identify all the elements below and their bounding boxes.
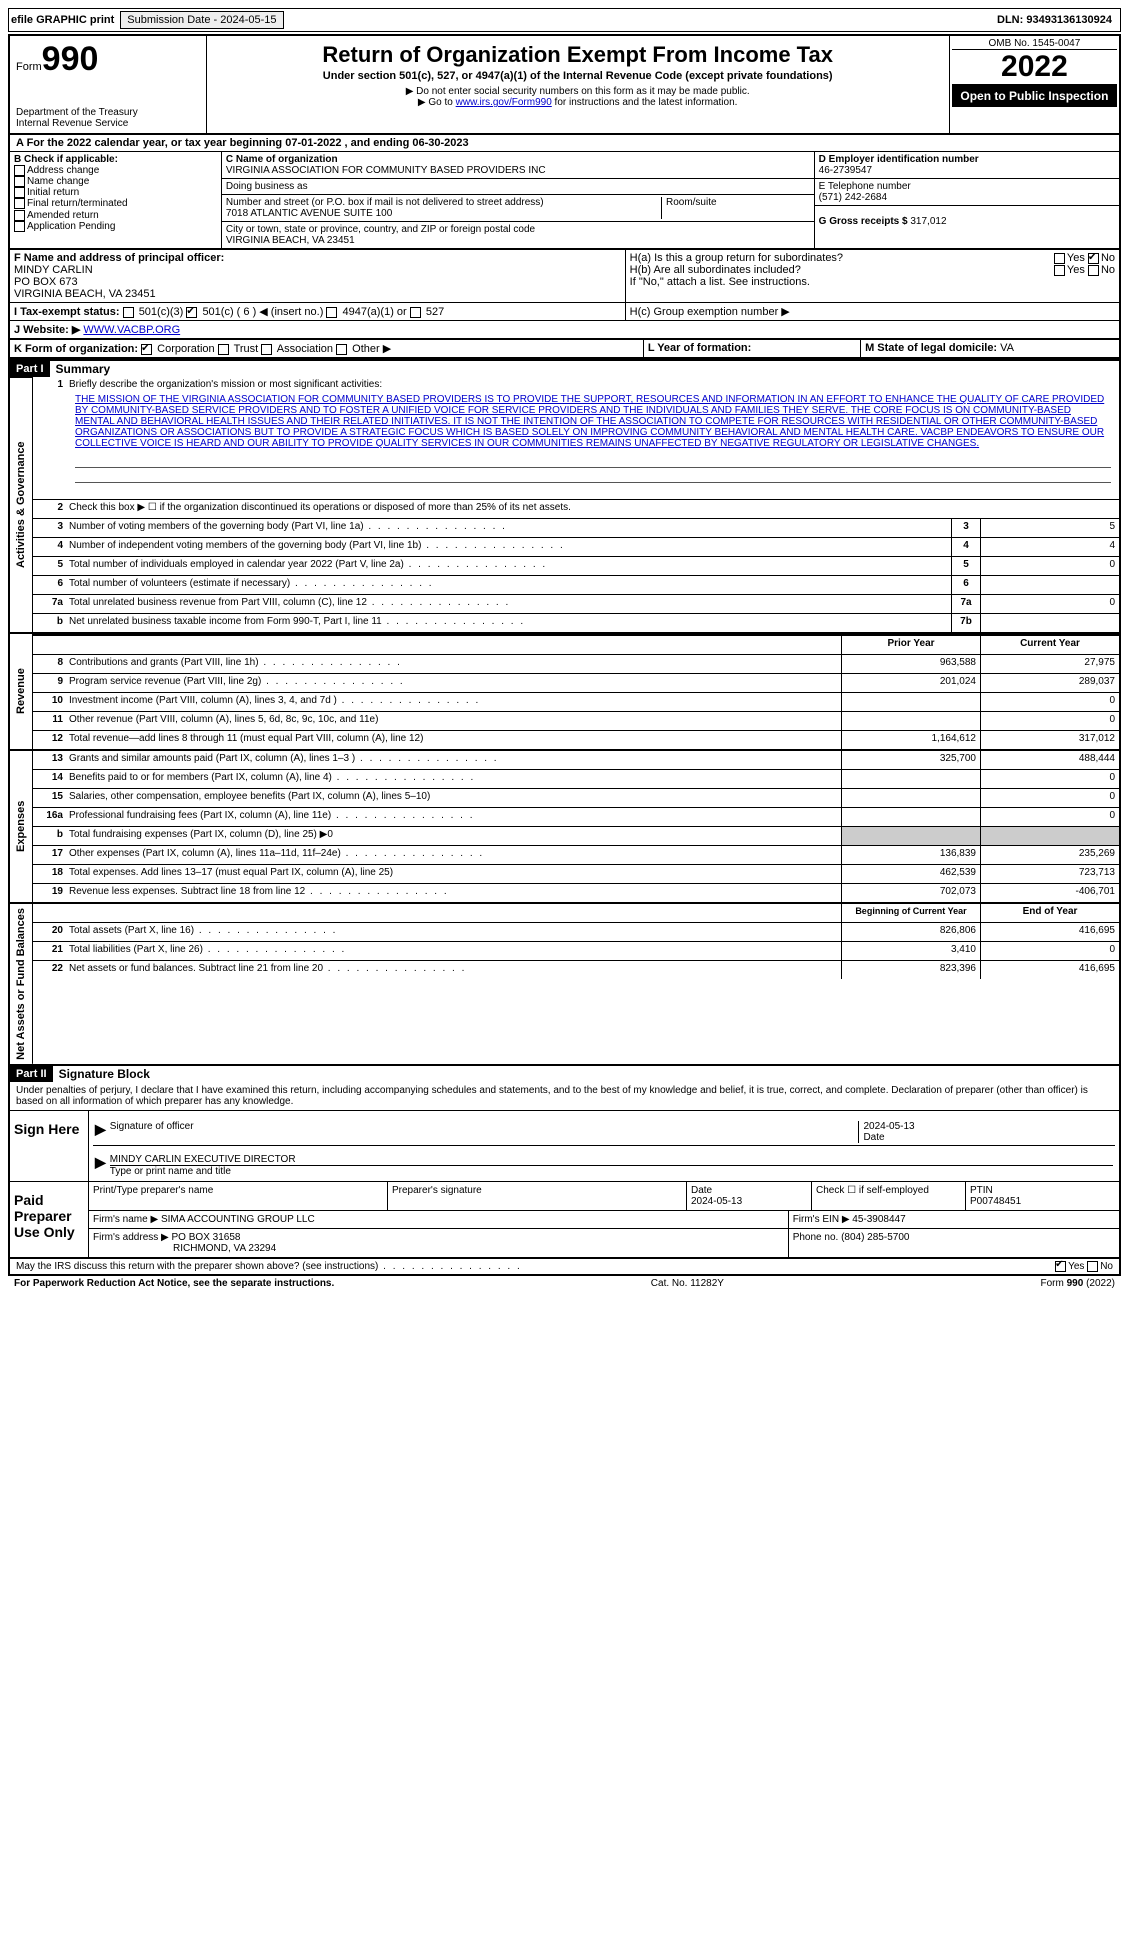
side-activities: Activities & Governance [10,377,33,632]
hb-no-checkbox[interactable] [1088,265,1099,276]
val-4: 4 [980,538,1119,556]
val-3: 5 [980,519,1119,537]
initial-return-checkbox[interactable] [14,187,25,198]
org-name: VIRGINIA ASSOCIATION FOR COMMUNITY BASED… [226,165,810,176]
form-number: 990 [42,40,99,78]
gross-receipts: 317,012 [910,216,946,227]
arrow-icon: ▶ [95,1154,106,1177]
form-subtitle: Under section 501(c), 527, or 4947(a)(1)… [211,70,945,82]
submission-date-button[interactable]: Submission Date - 2024-05-15 [120,11,283,29]
section-deg: D Employer identification number 46-2739… [815,152,1119,248]
sig-date: 2024-05-13 [863,1121,914,1132]
section-b: B Check if applicable: Address change Na… [10,152,222,248]
firm-ein: 45-3908447 [852,1214,905,1225]
amended-checkbox[interactable] [14,210,25,221]
begin-year-header: Beginning of Current Year [841,904,980,922]
4947-checkbox[interactable] [326,307,337,318]
h-c-label: H(c) Group exemption number ▶ [626,303,1119,320]
dept-treasury: Department of the Treasury [16,107,200,118]
section-a: A For the 2022 calendar year, or tax yea… [8,135,1121,152]
part-i-header: Part I Summary [8,359,1121,377]
form-header: Form990 Department of the Treasury Inter… [8,34,1121,135]
website-link[interactable]: WWW.VACBP.ORG [83,324,180,336]
501c3-checkbox[interactable] [123,307,134,318]
current-year-header: Current Year [980,636,1119,654]
part-ii-header: Part II Signature Block [8,1066,1121,1082]
room-suite-label: Room/suite [662,197,810,219]
val-7a: 0 [980,595,1119,613]
mission-text[interactable]: THE MISSION OF THE VIRGINIA ASSOCIATION … [75,394,1104,449]
top-bar: efile GRAPHIC print Submission Date - 20… [8,8,1121,32]
hb-yes-checkbox[interactable] [1054,265,1065,276]
527-checkbox[interactable] [410,307,421,318]
trust-checkbox[interactable] [218,344,229,355]
expenses-table: Expenses 13Grants and similar amounts pa… [8,751,1121,904]
final-return-checkbox[interactable] [14,198,25,209]
end-year-header: End of Year [980,904,1119,922]
prior-year-header: Prior Year [841,636,980,654]
form-ref: Form 990 (2022) [1041,1278,1115,1289]
goto-note: ▶ Go to www.irs.gov/Form990 for instruct… [211,97,945,108]
h-a-label: H(a) Is this a group return for subordin… [630,252,843,264]
dln: DLN: 93493136130924 [997,14,1112,26]
catalog-number: Cat. No. 11282Y [651,1278,724,1289]
net-assets-table: Net Assets or Fund Balances Beginning of… [8,904,1121,1066]
street-address: 7018 ATLANTIC AVENUE SUITE 100 [226,208,657,219]
tax-year: 2022 [952,49,1117,85]
val-6 [980,576,1119,594]
sign-here-label: Sign Here [10,1111,89,1181]
val-7b [980,614,1119,632]
501c-checkbox[interactable] [186,307,197,318]
open-inspection: Open to Public Inspection [952,85,1117,107]
discuss-yes-checkbox[interactable] [1055,1261,1066,1272]
ha-no-checkbox[interactable] [1088,253,1099,264]
side-expenses: Expenses [10,751,33,902]
telephone: (571) 242-2684 [819,192,1115,203]
section-c: C Name of organization VIRGINIA ASSOCIAT… [222,152,815,248]
side-net-assets: Net Assets or Fund Balances [10,904,33,1064]
revenue-table: Revenue Prior YearCurrent Year 8Contribu… [8,634,1121,751]
efile-label: efile GRAPHIC print [11,14,114,26]
state-domicile: VA [1000,342,1014,354]
h-b-label: H(b) Are all subordinates included? [630,264,801,276]
summary-table: Activities & Governance 1 Briefly descri… [8,377,1121,634]
other-checkbox[interactable] [336,344,347,355]
discuss-no-checkbox[interactable] [1087,1261,1098,1272]
section-klm: K Form of organization: Corporation Trus… [8,340,1121,359]
section-j: J Website: ▶ WWW.VACBP.ORG [8,321,1121,340]
year-formation: L Year of formation: [644,340,861,357]
firm-phone: (804) 285-5700 [841,1232,909,1243]
omb-number: OMB No. 1545-0047 [952,38,1117,49]
name-change-checkbox[interactable] [14,176,25,187]
val-5: 0 [980,557,1119,575]
paid-preparer-label: Paid Preparer Use Only [10,1182,89,1257]
address-change-checkbox[interactable] [14,165,25,176]
officer-name: MINDY CARLIN [14,264,621,276]
dba-label: Doing business as [226,181,810,192]
app-pending-checkbox[interactable] [14,221,25,232]
city-state-zip: VIRGINIA BEACH, VA 23451 [226,235,810,246]
section-i: I Tax-exempt status: 501(c)(3) 501(c) ( … [8,303,1121,321]
discuss-row: May the IRS discuss this return with the… [8,1259,1121,1276]
form-prefix: Form [16,61,42,73]
header-details-grid: B Check if applicable: Address change Na… [8,152,1121,250]
perjury-declaration: Under penalties of perjury, I declare th… [10,1082,1119,1111]
section-fh: F Name and address of principal officer:… [8,250,1121,303]
corp-checkbox[interactable] [141,344,152,355]
officer-name-title: MINDY CARLIN EXECUTIVE DIRECTOR [110,1154,1113,1166]
irs-label: Internal Revenue Service [16,118,200,129]
irs-link[interactable]: www.irs.gov/Form990 [456,97,552,108]
ssn-note: ▶ Do not enter social security numbers o… [211,86,945,97]
side-revenue: Revenue [10,634,33,749]
form-title: Return of Organization Exempt From Incom… [211,42,945,68]
ptin: P00748451 [970,1196,1021,1207]
assoc-checkbox[interactable] [261,344,272,355]
page-footer: For Paperwork Reduction Act Notice, see … [8,1276,1121,1291]
arrow-icon: ▶ [95,1121,106,1143]
ein: 46-2739547 [819,165,1115,176]
signature-block: Under penalties of perjury, I declare th… [8,1082,1121,1259]
ha-yes-checkbox[interactable] [1054,253,1065,264]
firm-name: SIMA ACCOUNTING GROUP LLC [161,1214,315,1225]
